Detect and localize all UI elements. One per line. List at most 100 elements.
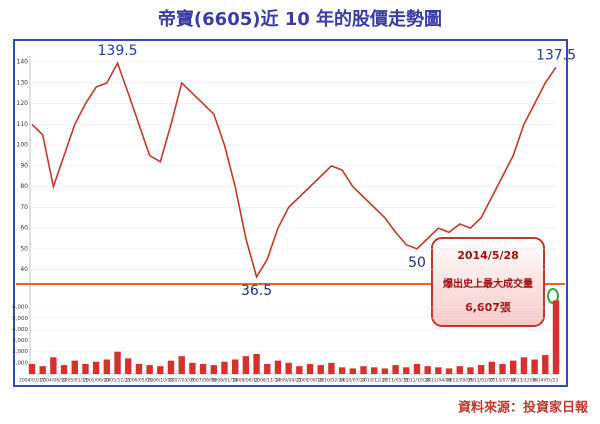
callout-date: 2014/5/28: [457, 249, 519, 262]
volume-bar: [231, 359, 239, 374]
volume-bar: [221, 361, 228, 374]
y-tick-label: 100: [17, 142, 29, 149]
volume-bar: [392, 365, 399, 374]
volume-bar: [349, 368, 357, 374]
volume-bar: [285, 362, 292, 374]
volume-bar: [510, 360, 517, 374]
y-tick-label: 110: [17, 121, 29, 128]
volume-bar: [189, 362, 196, 374]
y-tick-label: 3,000: [12, 338, 28, 344]
x-tick-label: 2010/07/27: [340, 378, 366, 384]
x-tick-label: 2013/07/10: [490, 378, 516, 384]
x-tick-label: 2013/02/07: [468, 378, 494, 384]
x-tick-label: 2010/02/24: [318, 378, 344, 384]
volume-bar: [167, 360, 175, 374]
volume-bar: [424, 366, 431, 374]
volume-bar: [520, 357, 528, 374]
volume-bar: [338, 367, 346, 374]
x-tick-label: 2007/03/07: [169, 378, 195, 384]
volume-bar: [370, 367, 378, 374]
frame: [13, 39, 568, 387]
volume-bar: [71, 360, 78, 374]
volume-bar: [477, 365, 485, 374]
callout-volume: 6,607張: [465, 301, 512, 314]
volume-bar: [210, 365, 218, 374]
volume-bar: [60, 365, 68, 374]
y-tick-label: 5,000: [12, 316, 28, 322]
volume-bar: [274, 360, 282, 374]
x-tick-label: 2004/08/12: [40, 378, 66, 384]
volume-bar: [92, 361, 100, 374]
volume-bar: [531, 359, 538, 374]
x-tick-label: 2009/04/21: [276, 378, 302, 384]
volume-bar: [296, 366, 303, 374]
volume-bar: [542, 355, 549, 374]
volume-bar: [488, 361, 496, 374]
volume-bar: [435, 367, 442, 374]
y-tick-label: 50: [20, 245, 28, 252]
callout-box: [431, 237, 545, 327]
volume-bar: [328, 362, 335, 374]
volume-bar: [114, 351, 121, 374]
volume-bar: [146, 365, 153, 374]
volume-bar: [178, 356, 185, 374]
y-tick-label: 70: [20, 204, 28, 211]
volume-bar: [253, 353, 260, 374]
volume-bar: [28, 363, 36, 374]
x-tick-label: 2013/12/06: [511, 378, 537, 384]
x-tick-label: 2008/11/14: [254, 378, 280, 384]
x-tick-label: 2004/03/17: [19, 378, 45, 384]
x-tick-label: 2008/06/12: [233, 378, 259, 384]
x-tick-label: 2006/10/02: [147, 378, 173, 384]
x-tick-label: 2005/06/20: [83, 378, 109, 384]
value-label: 137.5: [536, 47, 576, 63]
y-tick-label: 60: [20, 225, 28, 232]
volume-bar: [552, 300, 560, 374]
x-tick-label: 2009/09/18: [297, 378, 323, 384]
callout-text: 爆出史上最大成交量: [443, 277, 533, 290]
x-tick-label: 2012/09/05: [447, 378, 473, 384]
x-tick-label: 2011/10/28: [404, 378, 430, 384]
chart-title: 帝寶(6605)近 10 年的股價走勢圖: [158, 8, 442, 30]
x-tick-label: 2007/08/06: [190, 378, 216, 384]
value-label: 139.5: [98, 43, 138, 59]
volume-bar: [242, 356, 250, 374]
volume-bar: [82, 363, 89, 374]
volume-bar: [360, 366, 367, 374]
volume-bar: [39, 366, 46, 374]
y-tick-label: 6,000: [12, 305, 28, 311]
volume-bar: [403, 367, 410, 374]
source: 資料來源：投資家日報: [458, 400, 589, 416]
volume-bar: [306, 363, 314, 374]
y-tick-label: 130: [17, 79, 29, 86]
volume-bar: [125, 358, 132, 374]
volume-bar: [317, 365, 324, 374]
x-tick-label: 2006/05/03: [126, 378, 152, 384]
volume-bar: [381, 368, 389, 374]
x-tick-label: 2005/11/21: [105, 378, 131, 384]
x-tick-label: 2012/04/06: [425, 378, 451, 384]
y-tick-label: 80: [20, 183, 28, 190]
volume-bar: [456, 366, 463, 374]
volume-bar: [157, 366, 164, 374]
x-tick-label: 2011/05/31: [383, 378, 409, 384]
y-tick-label: 90: [20, 162, 28, 169]
volume-bar: [445, 368, 453, 374]
volume-bar: [135, 363, 143, 374]
volume-bar: [264, 363, 271, 374]
price-line: [31, 61, 557, 279]
volume-bar: [413, 363, 421, 374]
volume-bar: [499, 363, 506, 374]
y-tick-label: 40: [20, 266, 28, 273]
x-tick-label: 2010/12/27: [361, 378, 387, 384]
x-tick-label: 2008/01/10: [212, 378, 238, 384]
volume-bar: [103, 359, 111, 374]
y-tick-label: 120: [17, 100, 29, 107]
x-tick-label: 2005/01/13: [62, 378, 88, 384]
value-label: 50: [408, 255, 426, 271]
value-label: 36.5: [241, 283, 272, 299]
y-tick-label: 1,000: [12, 360, 28, 366]
y-tick-label: 4,000: [12, 327, 28, 333]
y-tick-label: 2,000: [12, 349, 28, 355]
